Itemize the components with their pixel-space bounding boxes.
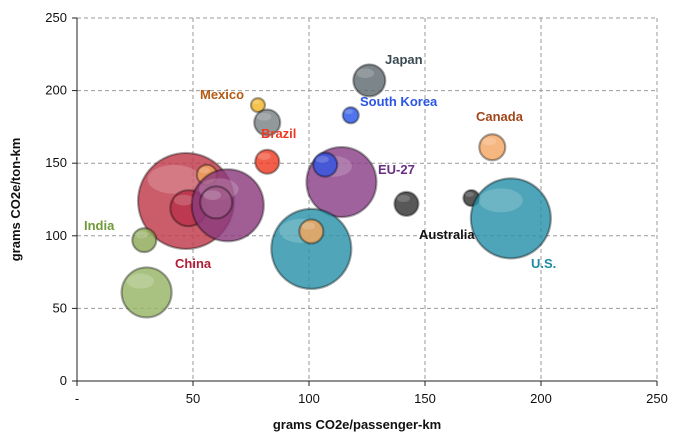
bubble-highlight [252,99,261,105]
bubble-highlight [134,231,148,239]
bubble-highlight [301,222,315,230]
label-china: China [175,256,212,271]
bubble-canada [478,133,507,162]
y-tick-label: 50 [53,300,67,315]
bubble-mexico [249,97,267,114]
bubble-u-s- [469,177,552,260]
y-tick-label: 150 [45,155,67,170]
bubble-highlight [356,68,375,79]
bubble-teal-center [270,207,353,290]
label-u-s-: U.S. [531,256,556,271]
bubble-eu-27-blue [312,151,339,178]
label-mexico: Mexico [200,87,244,102]
bubble-mexico-gray [253,108,282,137]
bubble-highlight [465,192,474,197]
label-canada: Canada [476,109,524,124]
x-tick-label: 100 [298,391,320,406]
x-tick-label: 200 [530,391,552,406]
x-tick-label: 50 [186,391,200,406]
bubble-highlight [198,167,210,174]
label-south-korea: South Korea [360,94,438,109]
bubble-highlight [147,164,201,194]
axes: - 50 100 150 200 250 0 50 100 150 200 250 [45,10,668,406]
bubble-highlight [344,109,354,115]
bubble-highlight [126,273,155,289]
bubble-highlight [315,155,329,163]
bubble-australia [393,190,420,217]
bubble-highlight [257,152,271,160]
bubble-india-large [120,266,173,319]
y-tick-label: 250 [45,10,67,25]
bubble-highlight [256,112,272,121]
y-tick-label: 0 [60,373,67,388]
axis-titles: grams CO2e/passenger-km grams CO2e/ton-k… [8,138,441,432]
bubble-eu-27-inner [199,185,234,220]
label-brazil: Brazil [261,126,296,141]
y-tick-label: 100 [45,228,67,243]
bubble-highlight [478,188,523,213]
point-labels: China India Mexico Brazil Japan South Korea EU… [84,52,556,271]
bubble-highlight [396,194,411,203]
bubble-highlight [481,137,497,146]
y-tick-label: 200 [45,83,67,98]
x-axis-title: grams CO2e/passenger-km [273,417,441,432]
bubble-japan [352,63,387,98]
bubble-india [131,227,158,254]
x-tick-label: 150 [414,391,436,406]
label-australia: Australia [419,227,475,242]
bubble-south-korea [341,106,360,125]
label-japan: Japan [385,52,423,67]
x-tick-label: - [75,391,79,406]
bubble-highlight [173,194,194,206]
x-tick-label: 250 [646,391,668,406]
bubble-brazil [254,148,281,175]
label-eu-27: EU-27 [378,162,415,177]
label-india: India [84,218,115,233]
bubbles [120,63,552,319]
y-axis-title: grams CO2e/ton-km [8,138,23,262]
bubble-teal-orange [298,218,325,245]
bubble-highlight [203,190,221,201]
